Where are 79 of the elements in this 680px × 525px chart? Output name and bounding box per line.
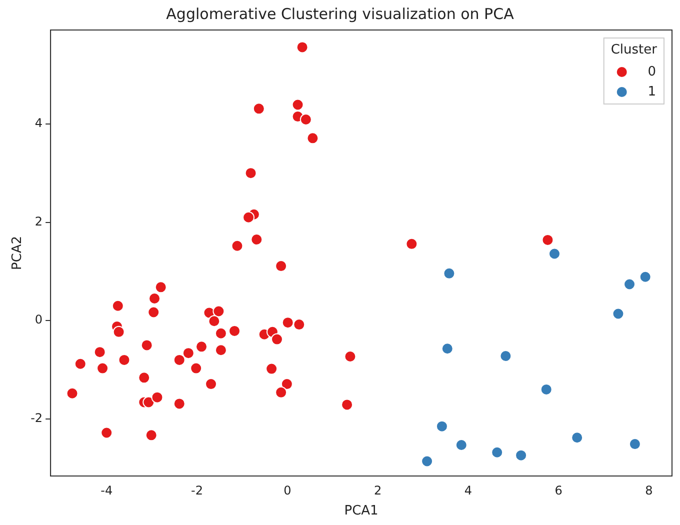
point <box>296 41 308 54</box>
legend-label: 0 <box>648 64 656 80</box>
x-tick-label: -4 <box>100 483 113 498</box>
point <box>266 362 278 375</box>
point <box>151 391 164 404</box>
point <box>548 248 560 260</box>
point <box>96 362 109 374</box>
point <box>208 315 220 328</box>
point <box>205 378 218 390</box>
y-tick-label: 2 <box>34 214 43 228</box>
point <box>214 344 227 356</box>
y-tick-label: 0 <box>34 312 43 327</box>
point <box>212 305 225 318</box>
y-tick-label: -2 <box>30 411 43 426</box>
chart-title: Agglomerative Clustering visualization on PCA <box>166 4 515 23</box>
x-tick-label: 6 <box>554 483 562 498</box>
legend-title: Cluster <box>610 42 658 58</box>
point <box>74 358 86 370</box>
point <box>148 292 161 304</box>
point <box>500 350 512 362</box>
point <box>173 398 186 410</box>
legend-label: 1 <box>648 84 656 100</box>
point <box>94 346 106 358</box>
point <box>421 455 434 468</box>
point <box>612 308 624 320</box>
y-tick-label: 4 <box>34 116 43 130</box>
x-tick-label: 4 <box>464 483 472 498</box>
point <box>282 316 294 329</box>
point <box>173 354 186 366</box>
point <box>280 378 293 390</box>
point <box>542 234 554 246</box>
x-tick-label: 0 <box>284 483 292 498</box>
point <box>406 238 418 250</box>
point <box>293 318 306 331</box>
point <box>344 350 356 363</box>
x-tick-label: 8 <box>645 483 653 498</box>
point <box>436 420 448 432</box>
point <box>441 342 454 355</box>
x-tick-label: 2 <box>374 483 382 498</box>
x-axis-title: PCA1 <box>344 504 378 519</box>
point <box>118 354 130 366</box>
point <box>628 438 641 450</box>
point <box>242 211 255 224</box>
point <box>182 347 194 360</box>
point <box>571 432 584 444</box>
point <box>148 306 160 318</box>
point <box>231 240 244 252</box>
point <box>341 398 354 411</box>
point <box>292 98 304 111</box>
point <box>275 386 288 398</box>
point <box>190 362 202 374</box>
point <box>145 429 158 442</box>
point <box>491 446 504 458</box>
point <box>142 396 155 408</box>
point <box>455 439 468 452</box>
point <box>252 102 265 115</box>
point <box>275 260 288 272</box>
point <box>228 324 241 337</box>
point <box>244 167 257 180</box>
point <box>624 278 636 290</box>
point <box>138 372 150 384</box>
point <box>306 132 319 144</box>
point <box>112 326 125 338</box>
point <box>250 233 263 246</box>
point <box>214 327 227 340</box>
point <box>100 426 113 439</box>
point <box>140 339 153 352</box>
point <box>443 267 456 280</box>
y-axis-title: PCA2 <box>10 236 26 270</box>
point <box>154 281 167 294</box>
point <box>196 340 208 353</box>
x-tick-label: -2 <box>191 483 203 498</box>
point <box>639 270 652 283</box>
point <box>66 387 78 400</box>
point <box>515 449 528 462</box>
point <box>300 113 312 126</box>
point <box>112 300 124 312</box>
point <box>270 333 283 346</box>
point <box>540 383 552 396</box>
